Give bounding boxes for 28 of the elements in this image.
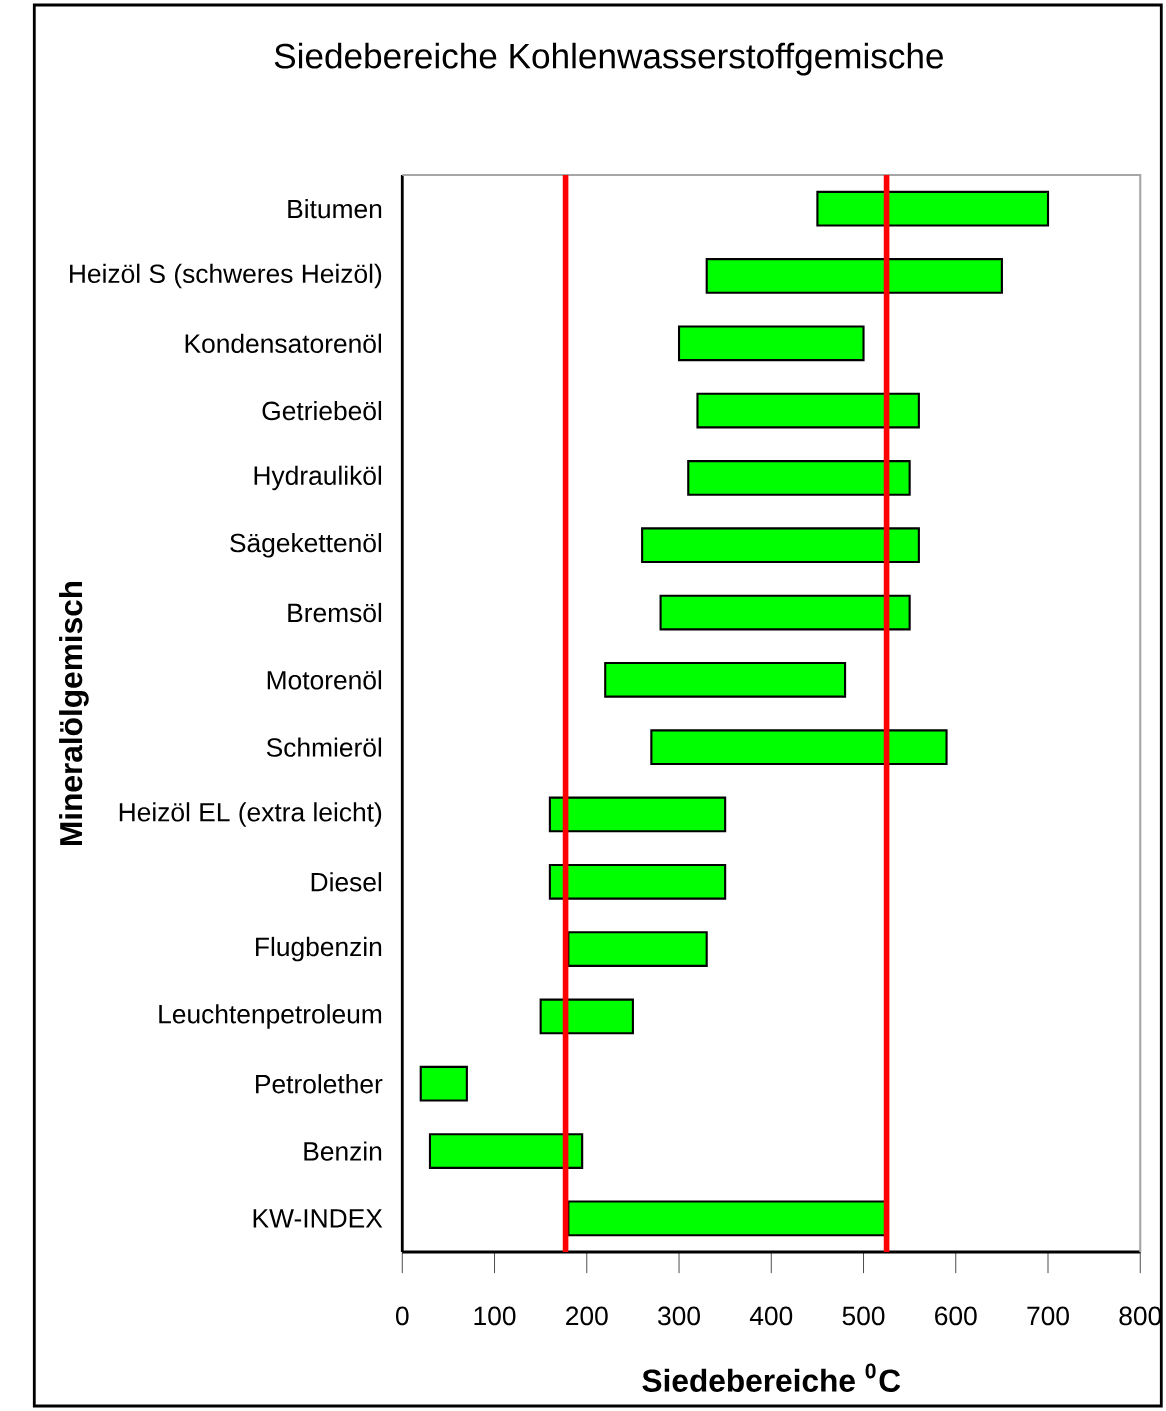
x-tick-label: 100	[474, 1306, 516, 1326]
x-tick-label: 500	[842, 1306, 885, 1326]
y-tick-label: Bitumen	[288, 199, 381, 219]
x-tick-label: 200	[565, 1306, 608, 1326]
x-tick-label: 300	[657, 1306, 700, 1326]
y-tick-label: KW-INDEX	[253, 1209, 383, 1228]
y-tick-label: Kondensatorenöl	[185, 333, 381, 353]
y-tick-label: Sägekettenöl	[230, 532, 381, 558]
y-tick-label: Bremsöl	[288, 602, 381, 623]
y-tick-label: Diesel	[311, 872, 381, 892]
x-tick-label: 800	[1119, 1306, 1162, 1326]
x-tick-label: 700	[1027, 1306, 1069, 1326]
chart-title: Siedebereiche Kohlenwasserstoffgemische	[274, 42, 943, 76]
x-axis-title: Siedebereiche $^{0}$C	[642, 1363, 901, 1392]
y-tick-label: Schmieröl	[266, 737, 381, 757]
y-tick-label: Heizöl EL (extra leicht)	[119, 802, 382, 827]
y-tick-label: Hydrauliköl	[254, 465, 381, 491]
y-tick-label: Heizöl S (schweres Heizöl)	[69, 263, 382, 289]
x-tick-label: 600	[934, 1306, 977, 1326]
y-axis-title: Mineralölgemisch	[58, 581, 89, 846]
y-tick-label: Flugbenzin	[255, 936, 381, 962]
y-tick-label: Petrolether	[255, 1074, 383, 1094]
y-tick-label: Benzin	[304, 1141, 381, 1161]
x-tick-label: 0	[395, 1306, 409, 1326]
y-tick-label: Leuchtenpetroleum	[159, 1004, 381, 1029]
y-tick-label: Motorenöl	[267, 670, 381, 690]
x-tick-label: 400	[749, 1306, 793, 1326]
y-tick-label: Getriebeöl	[262, 400, 381, 421]
